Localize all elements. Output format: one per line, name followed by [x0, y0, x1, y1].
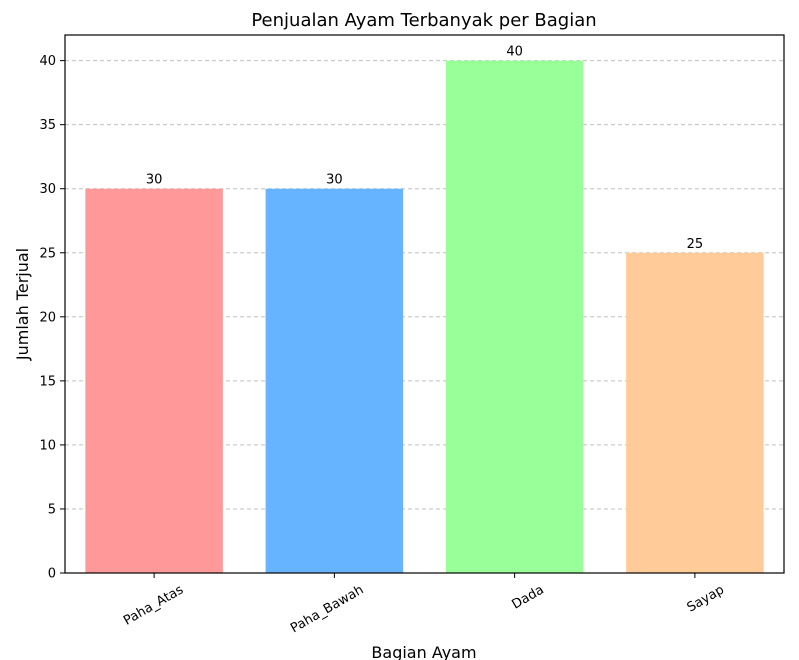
chart-title: Penjualan Ayam Terbanyak per Bagian	[251, 10, 596, 31]
data-labels: 30 30 40 25	[146, 45, 703, 252]
bar-sayap	[626, 252, 764, 573]
bar-value-label: 25	[687, 237, 704, 252]
y-tick-label: 35	[39, 118, 56, 133]
y-axis-label: Jumlah Terjual	[13, 248, 32, 361]
plot-frame	[64, 34, 785, 574]
bar-dada	[445, 60, 584, 574]
bar-paha-bawah	[265, 188, 404, 573]
y-tick-label: 20	[39, 310, 56, 325]
bar-value-label: 30	[146, 173, 163, 188]
y-tick-label: 5	[48, 502, 56, 517]
bars	[85, 60, 764, 574]
x-axis-ticks: Paha_Atas Paha_Bawah Dada Sayap	[121, 573, 727, 636]
y-tick-label: 40	[39, 54, 56, 69]
bar-paha-atas	[85, 188, 223, 573]
y-tick-label: 15	[39, 374, 56, 389]
y-tick-label: 10	[39, 438, 56, 453]
y-tick-label: 0	[48, 567, 56, 582]
y-axis-ticks: 0 5 10 15 20 25 30 35 40	[39, 54, 65, 582]
y-tick-label: 30	[39, 182, 56, 197]
x-tick-label: Paha_Bawah	[288, 582, 366, 636]
x-tick-label: Dada	[510, 582, 547, 612]
x-tick-label: Paha_Atas	[121, 582, 186, 628]
x-axis-label: Bagian Ayam	[371, 643, 476, 660]
y-tick-label: 25	[39, 246, 56, 261]
bar-value-label: 40	[506, 45, 523, 60]
bar-value-label: 30	[326, 173, 343, 188]
x-tick-label: Sayap	[685, 582, 727, 615]
